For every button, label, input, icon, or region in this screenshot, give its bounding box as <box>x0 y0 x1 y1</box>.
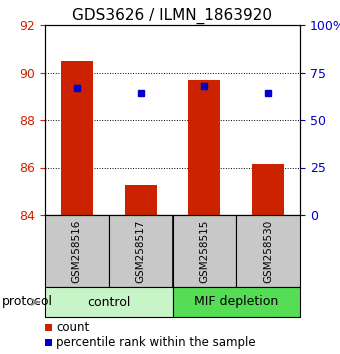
Text: GSM258517: GSM258517 <box>136 219 146 283</box>
Bar <box>109 215 172 287</box>
Bar <box>172 287 300 317</box>
Text: MIF depletion: MIF depletion <box>194 296 278 308</box>
Bar <box>172 215 236 287</box>
Text: percentile rank within the sample: percentile rank within the sample <box>56 336 256 349</box>
Bar <box>45 339 52 347</box>
Text: count: count <box>56 321 89 334</box>
Text: GSM258516: GSM258516 <box>72 219 82 283</box>
Bar <box>188 80 220 215</box>
Bar <box>252 164 284 215</box>
Bar <box>125 185 156 215</box>
Text: GSM258515: GSM258515 <box>199 219 209 283</box>
Text: control: control <box>87 296 131 308</box>
Bar <box>236 215 300 287</box>
Text: protocol: protocol <box>2 296 53 308</box>
Bar <box>61 61 93 215</box>
Bar <box>45 324 52 331</box>
Bar <box>45 215 109 287</box>
Title: GDS3626 / ILMN_1863920: GDS3626 / ILMN_1863920 <box>72 7 272 24</box>
Text: GSM258530: GSM258530 <box>263 219 273 282</box>
Bar <box>45 287 172 317</box>
